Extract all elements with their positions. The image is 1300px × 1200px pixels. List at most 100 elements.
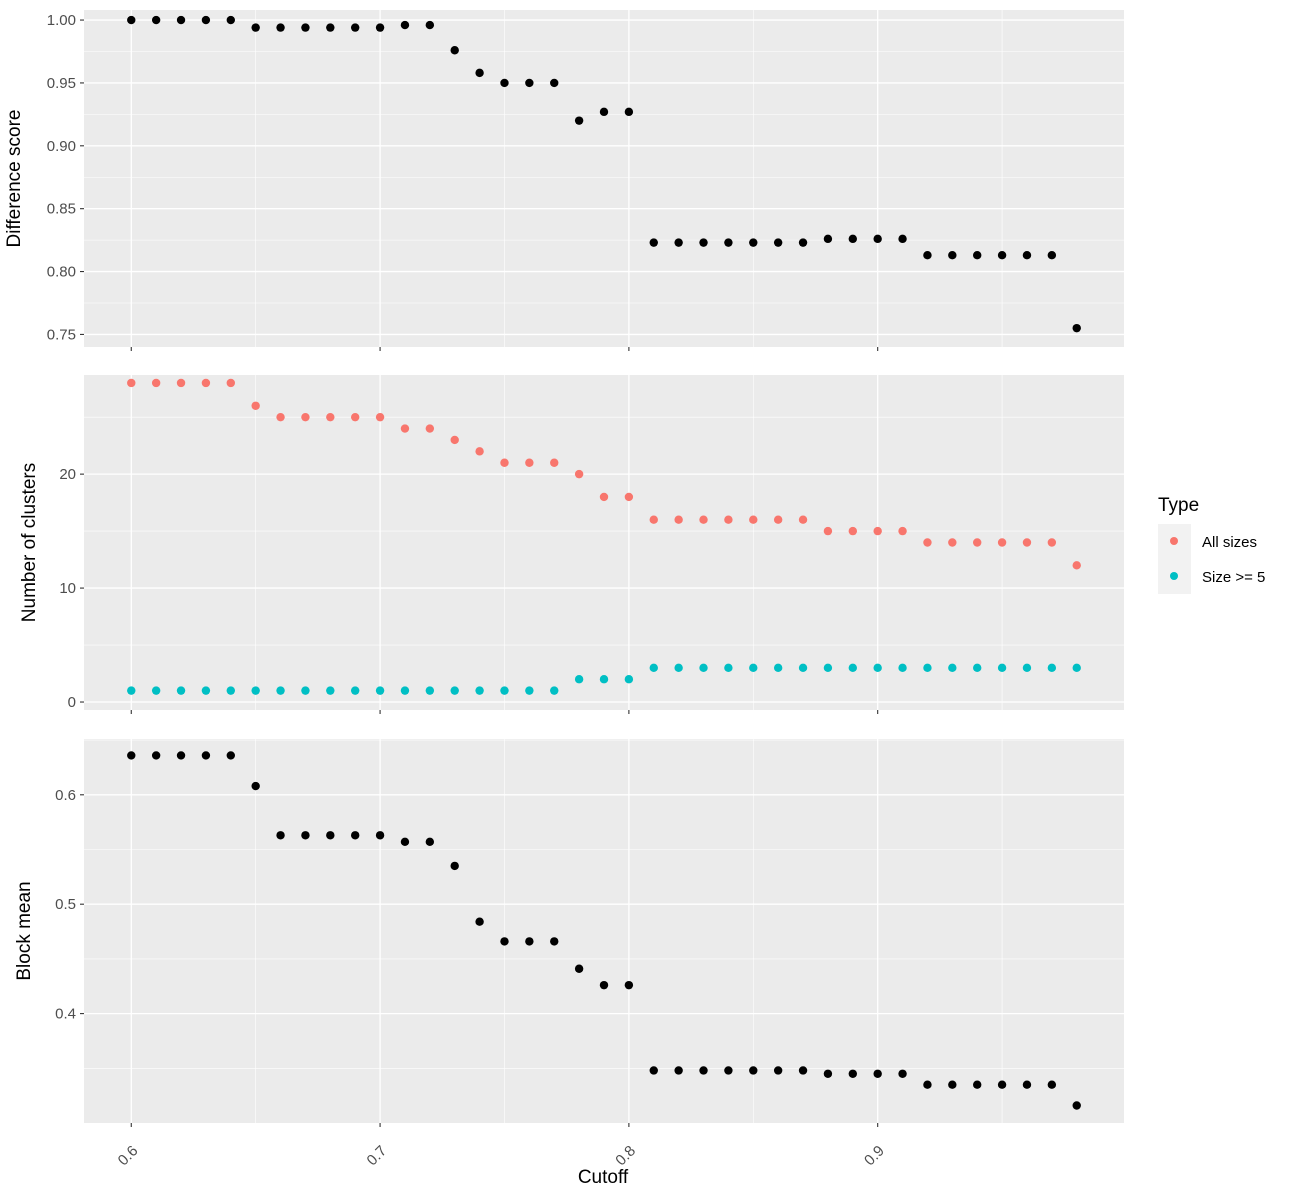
data-point xyxy=(375,831,385,840)
data-point xyxy=(375,686,385,695)
y-tick-label: 0.6 xyxy=(55,787,76,804)
data-point xyxy=(201,686,211,695)
data-point xyxy=(599,107,609,117)
data-point xyxy=(525,937,534,946)
legend-title: Type xyxy=(1158,495,1199,516)
data-point xyxy=(699,663,708,673)
data-point xyxy=(525,78,534,88)
data-point xyxy=(176,378,186,388)
data-point xyxy=(127,751,136,760)
data-point xyxy=(773,663,783,673)
y-tick-label: 0.80 xyxy=(47,264,76,281)
data-point xyxy=(475,686,484,695)
data-point xyxy=(923,1080,932,1089)
data-point xyxy=(848,663,858,673)
data-point xyxy=(1022,663,1032,673)
data-point xyxy=(550,686,559,695)
data-point xyxy=(574,469,584,479)
data-point xyxy=(873,526,882,536)
data-point xyxy=(898,663,907,673)
data-point xyxy=(823,1069,833,1078)
data-point xyxy=(724,1066,733,1075)
y-tick-label: 0.5 xyxy=(55,896,76,913)
data-point xyxy=(574,675,584,684)
data-point xyxy=(624,675,634,684)
data-point xyxy=(151,378,161,388)
x-tick-label: 0.7 xyxy=(364,1142,391,1169)
data-point xyxy=(375,412,385,422)
data-point xyxy=(425,20,435,30)
data-point xyxy=(973,251,982,260)
data-point xyxy=(226,686,235,695)
data-point xyxy=(226,751,235,760)
data-point xyxy=(948,538,957,547)
data-point xyxy=(276,23,285,32)
data-point xyxy=(350,23,360,32)
data-point xyxy=(1022,251,1032,260)
data-point xyxy=(400,20,410,30)
data-point xyxy=(749,515,758,524)
panel-block-mean: 0.4 0.5 0.6 Block mean xyxy=(14,739,1124,1127)
data-point xyxy=(599,675,609,684)
data-point xyxy=(898,526,907,536)
y-tick-label: 0.90 xyxy=(47,138,76,155)
data-point xyxy=(1022,538,1032,547)
data-point xyxy=(1047,663,1057,673)
y-axis-title: Block mean xyxy=(14,881,35,980)
data-point xyxy=(127,378,136,388)
data-point xyxy=(749,1066,758,1075)
y-tick-label: 1.00 xyxy=(47,12,76,29)
data-point xyxy=(201,15,211,25)
data-point xyxy=(724,663,733,673)
data-point xyxy=(674,663,683,673)
data-point xyxy=(773,238,783,247)
data-point xyxy=(151,15,161,25)
data-point xyxy=(525,686,534,695)
data-point xyxy=(201,378,211,388)
data-point xyxy=(550,78,559,88)
data-point xyxy=(923,663,932,673)
data-point xyxy=(500,937,509,946)
data-point xyxy=(425,424,435,433)
data-point xyxy=(375,23,385,32)
data-point xyxy=(326,831,335,840)
data-point xyxy=(500,686,509,695)
data-point xyxy=(848,1069,858,1078)
data-point xyxy=(724,238,733,247)
data-point xyxy=(301,686,310,695)
panel-difference-score: 0.75 0.80 0.85 0.90 0.95 1.00 Difference score xyxy=(4,10,1124,351)
data-point xyxy=(1047,251,1057,260)
data-point xyxy=(251,686,260,695)
data-point xyxy=(475,917,484,926)
data-point xyxy=(201,751,211,760)
data-point xyxy=(276,831,285,840)
legend-label-size-ge-5: Size >= 5 xyxy=(1202,569,1265,586)
data-point xyxy=(425,686,435,695)
legend-key-size-ge-5 xyxy=(1170,572,1178,580)
data-point xyxy=(649,515,658,524)
data-point xyxy=(973,538,982,547)
data-point xyxy=(574,116,584,125)
data-point xyxy=(749,663,758,673)
data-point xyxy=(973,1080,982,1089)
data-point xyxy=(624,980,634,990)
data-point xyxy=(773,1066,783,1075)
data-point xyxy=(997,538,1007,547)
data-point xyxy=(251,401,260,410)
data-point xyxy=(1047,538,1057,547)
data-point xyxy=(674,515,683,524)
x-axis-title: Cutoff xyxy=(578,1167,629,1188)
data-point xyxy=(624,107,634,117)
data-point xyxy=(798,238,808,247)
panel-background xyxy=(84,739,1124,1123)
data-point xyxy=(226,378,235,388)
data-point xyxy=(823,663,833,673)
data-point xyxy=(450,686,459,695)
data-point xyxy=(649,1066,658,1075)
data-point xyxy=(749,238,758,247)
data-point xyxy=(127,15,136,25)
data-point xyxy=(425,837,435,847)
data-point xyxy=(450,435,459,445)
data-point xyxy=(301,831,310,840)
